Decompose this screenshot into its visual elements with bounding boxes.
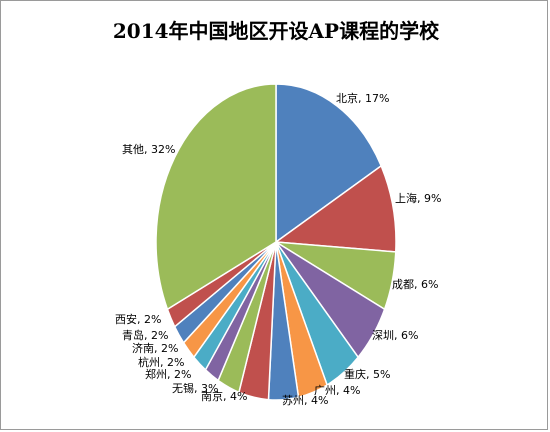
slice-label-成都: 成都, 6% xyxy=(392,278,438,291)
slice-label-青岛: 青岛, 2% xyxy=(122,328,168,342)
slice-label-西安: 西安, 2% xyxy=(115,312,161,326)
slice-label-北京: 北京, 17% xyxy=(336,91,389,105)
pie-slice-北京 xyxy=(275,83,383,244)
slice-label-深圳: 深圳, 6% xyxy=(372,329,418,342)
slice-label-上海: 上海, 9% xyxy=(395,191,441,205)
slice-label-苏州: 苏州, 4% xyxy=(282,394,328,407)
slice-label-无锡: 无锡, 3% xyxy=(172,381,218,395)
slice-label-广州: 广州, 4% xyxy=(314,384,360,397)
pie-slice-其他 xyxy=(155,83,277,311)
slice-label-南京: 南京, 4% xyxy=(201,389,247,403)
pie-slice-上海 xyxy=(273,164,397,253)
slice-label-杭州: 杭州, 2% xyxy=(138,355,184,369)
slice-label-郑州: 郑州, 2% xyxy=(145,367,191,381)
slice-label-济南: 济南, 2% xyxy=(132,341,178,355)
chart-title: 2014年中国地区开设AP课程的学校 xyxy=(112,19,440,43)
slice-label-其他: 其他, 32% xyxy=(122,143,175,156)
slice-label-重庆: 重庆, 5% xyxy=(344,367,390,381)
